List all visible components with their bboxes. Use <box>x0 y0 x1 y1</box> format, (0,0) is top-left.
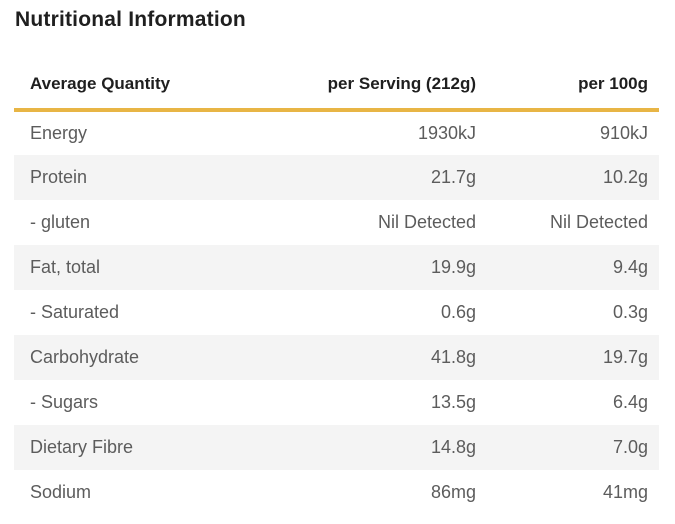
cell-per-100g: 910kJ <box>599 123 648 143</box>
cell-label: Protein <box>30 167 88 187</box>
cell-per-serving: 14.8g <box>430 437 476 457</box>
header-per-serving: per Serving (212g) <box>294 59 476 112</box>
cell-per-100g: 0.3g <box>612 302 648 322</box>
table-row: - gluten Nil Detected Nil Detected <box>14 200 659 245</box>
cell-per-serving: Nil Detected <box>377 212 476 232</box>
cell-per-100g: 19.7g <box>602 347 648 367</box>
table-row: Energy 1930kJ 910kJ <box>14 110 659 155</box>
table-row: Dietary Fibre 14.8g 7.0g <box>14 425 659 470</box>
cell-per-100g: 41mg <box>602 482 648 502</box>
table-row: - Sugars 13.5g 6.4g <box>14 380 659 425</box>
cell-per-serving: 86mg <box>430 482 476 502</box>
cell-label: Sodium <box>30 482 92 502</box>
table-row: Sodium 86mg 41mg <box>14 470 659 515</box>
cell-per-100g: 6.4g <box>612 392 648 412</box>
table-row: Protein 21.7g 10.2g <box>14 155 659 200</box>
cell-per-serving: 19.9g <box>430 257 476 277</box>
nutrition-table: Average Quantity per Serving (212g) per … <box>14 59 659 515</box>
cell-label: Dietary Fibre <box>30 437 134 457</box>
table-body: Energy 1930kJ 910kJ Protein 21.7g 10.2g … <box>14 110 659 515</box>
cell-label: Fat, total <box>30 257 101 277</box>
cell-per-100g: Nil Detected <box>549 212 648 232</box>
cell-per-100g: 9.4g <box>612 257 648 277</box>
table-row: Carbohydrate 41.8g 19.7g <box>14 335 659 380</box>
cell-per-serving: 1930kJ <box>417 123 476 143</box>
panel-title: Nutritional Information <box>15 8 246 31</box>
cell-label: Carbohydrate <box>30 347 140 367</box>
table-row: Fat, total 19.9g 9.4g <box>14 245 659 290</box>
cell-per-serving: 21.7g <box>430 167 476 187</box>
cell-per-serving: 41.8g <box>430 347 476 367</box>
header-per-100g: per 100g <box>476 59 659 112</box>
header-row: Average Quantity per Serving (212g) per … <box>14 59 659 112</box>
cell-per-100g: 7.0g <box>612 437 648 457</box>
cell-per-serving: 0.6g <box>440 302 476 322</box>
cell-per-serving: 13.5g <box>430 392 476 412</box>
cell-per-100g: 10.2g <box>602 167 648 187</box>
table-row: - Saturated 0.6g 0.3g <box>14 290 659 335</box>
cell-label: - gluten <box>30 212 91 232</box>
cell-label: Energy <box>30 123 88 143</box>
cell-label: - Sugars <box>30 392 99 412</box>
cell-label: - Saturated <box>30 302 120 322</box>
header-average-quantity: Average Quantity <box>14 59 294 112</box>
